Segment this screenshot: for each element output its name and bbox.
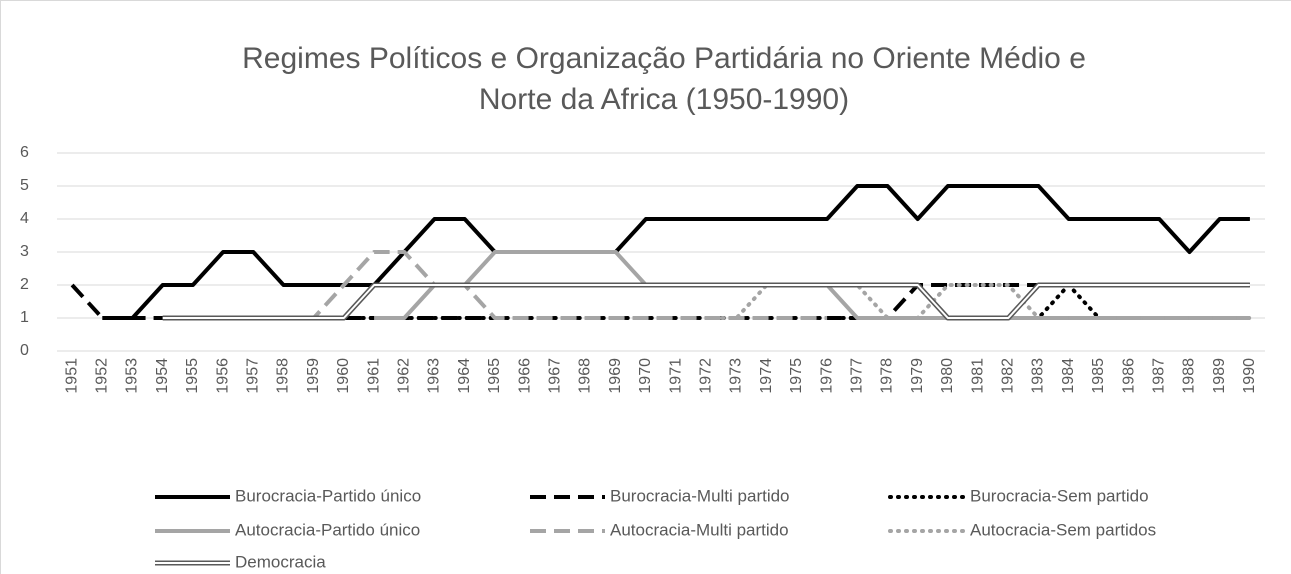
x-tick-label: 1953 (124, 358, 141, 394)
x-tick-label: 1955 (184, 358, 201, 394)
x-tick-label: 1964 (456, 358, 473, 394)
x-tick-label: 1961 (365, 358, 382, 394)
series-line (704, 283, 1252, 320)
y-tick-label: 2 (20, 276, 29, 293)
x-tick-label: 1979 (909, 358, 926, 394)
x-tick-label: 1975 (788, 358, 805, 394)
legend-label: Burocracia-Partido único (235, 486, 421, 505)
series-line (160, 283, 1101, 320)
x-tick-label: 1957 (245, 358, 262, 394)
legend-label: Autocracia-Partido único (235, 520, 420, 539)
x-tick-label: 1958 (275, 358, 292, 394)
legend-label: Democracia (235, 552, 326, 571)
x-tick-label: 1965 (486, 358, 503, 394)
x-tick-label: 1970 (637, 358, 654, 394)
x-tick-label: 1963 (426, 358, 443, 394)
x-tick-label: 1973 (728, 358, 745, 394)
y-tick-label: 1 (20, 309, 29, 326)
legend-label: Autocracia-Sem partidos (970, 520, 1156, 539)
chart-title: Regimes Políticos e Organização Partidár… (242, 42, 1086, 75)
x-tick-label: 1989 (1211, 358, 1228, 394)
x-tick-label: 1959 (305, 358, 322, 394)
legend-label: Burocracia-Sem partido (970, 486, 1149, 505)
x-tick-label: 1962 (396, 358, 413, 394)
chart-subtitle: Norte da Africa (1950-1990) (479, 83, 849, 116)
x-tick-label: 1976 (818, 358, 835, 394)
x-tick-label: 1977 (849, 358, 866, 394)
legend-label: Burocracia-Multi partido (610, 486, 790, 505)
y-tick-label: 0 (20, 342, 29, 359)
x-tick-label: 1990 (1241, 358, 1258, 394)
x-tick-label: 1983 (1030, 358, 1047, 394)
legend-label: Autocracia-Multi partido (610, 520, 789, 539)
x-tick-label: 1987 (1151, 358, 1168, 394)
y-tick-label: 4 (20, 210, 29, 227)
x-tick-label: 1984 (1060, 358, 1077, 394)
series-line-inner (162, 284, 1250, 319)
x-tick-label: 1967 (547, 358, 564, 394)
x-tick-label: 1985 (1090, 358, 1107, 394)
series-line (102, 184, 1250, 320)
x-tick-label: 1951 (63, 358, 80, 394)
x-tick-label: 1966 (516, 358, 533, 394)
x-tick-label: 1954 (154, 358, 171, 394)
x-tick-label: 1981 (969, 358, 986, 394)
x-tick-label: 1968 (577, 358, 594, 394)
x-tick-label: 1986 (1120, 358, 1137, 394)
x-tick-label: 1960 (335, 358, 352, 394)
x-tick-label: 1972 (698, 358, 715, 394)
x-tick-label: 1980 (939, 358, 956, 394)
x-tick-label: 1988 (1181, 358, 1198, 394)
y-tick-label: 5 (20, 177, 29, 194)
x-tick-label: 1982 (1000, 358, 1017, 394)
x-tick-label: 1978 (879, 358, 896, 394)
y-tick-label: 6 (20, 144, 29, 161)
x-tick-label: 1956 (214, 358, 231, 394)
y-tick-label: 3 (20, 243, 29, 260)
x-tick-label: 1969 (607, 358, 624, 394)
x-tick-label: 1952 (94, 358, 111, 394)
x-tick-label: 1971 (667, 358, 684, 394)
series-line (162, 282, 1250, 321)
x-tick-label: 1974 (758, 358, 775, 394)
